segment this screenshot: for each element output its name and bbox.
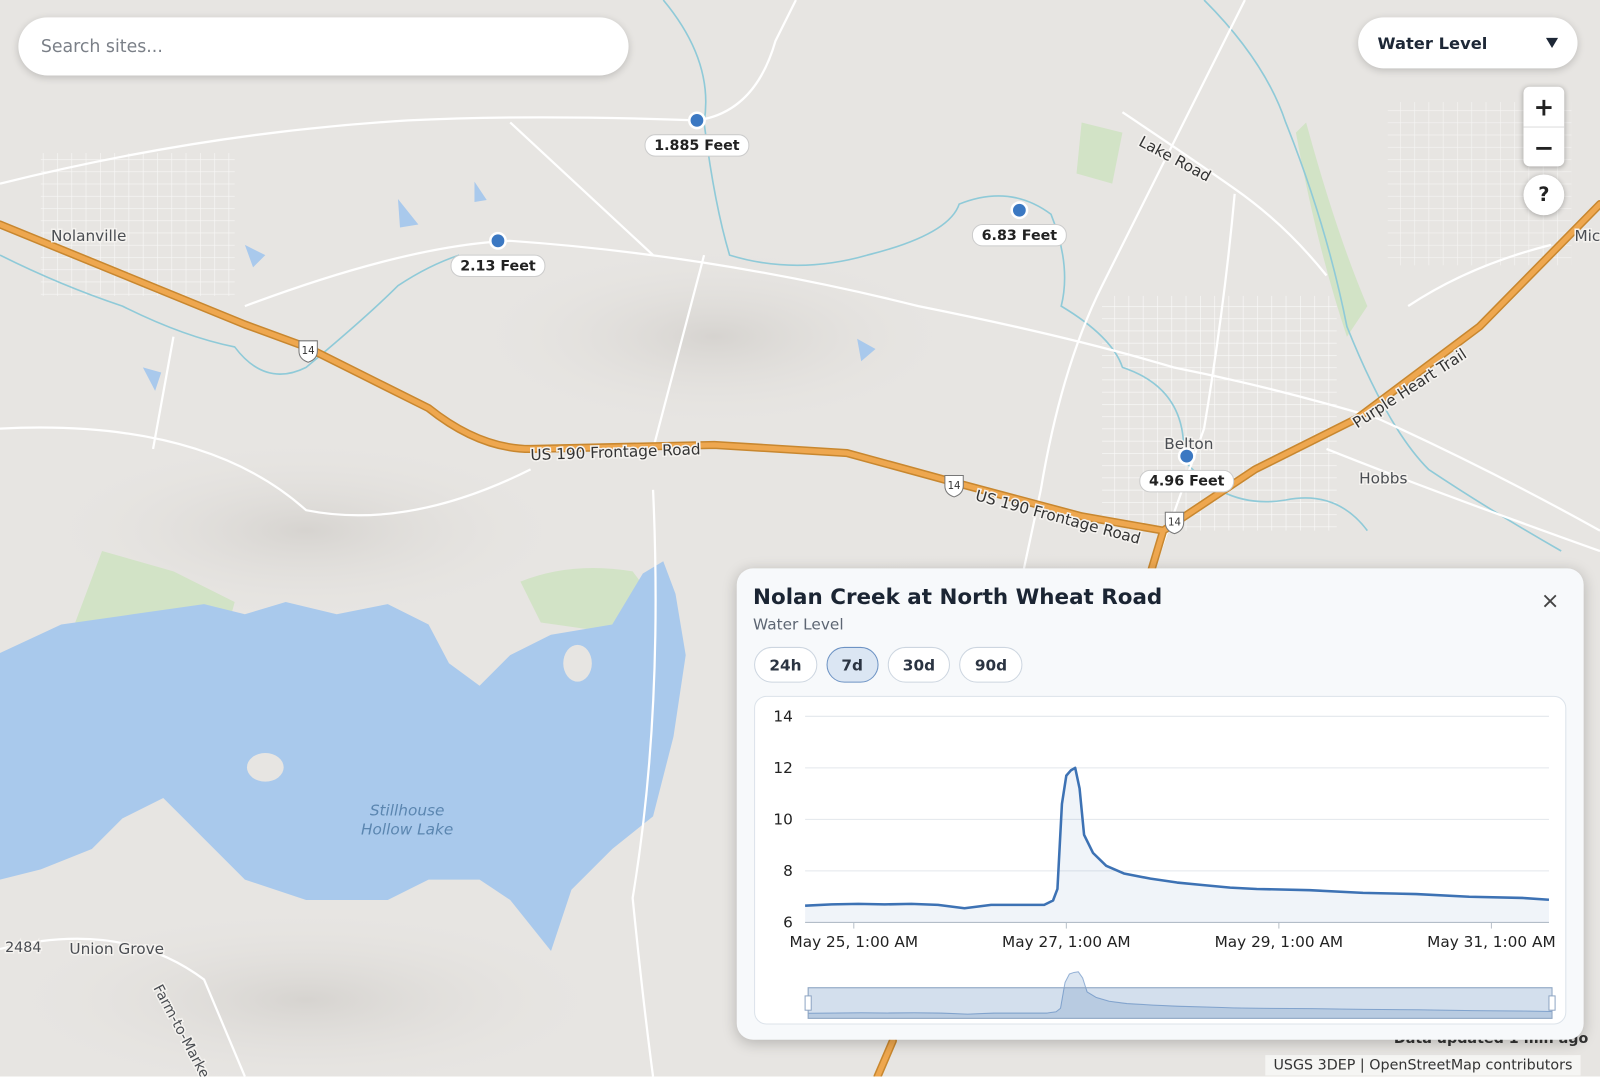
chart: 6 8 10 12 14 May 25, 1:00 AM May 27, 1:00 AM Ma…	[773, 707, 1556, 1019]
site-label: 1.885 Feet	[654, 138, 740, 154]
series-area	[805, 767, 1549, 923]
site-dot	[688, 111, 706, 130]
place-label: Belton	[1164, 435, 1213, 453]
site-label-bg	[971, 223, 1067, 247]
search-box[interactable]: Search sites...	[18, 17, 629, 76]
chart-container: 6 8 10 12 14 May 25, 1:00 AM May 27, 1:00 AM Ma…	[754, 695, 1567, 1025]
help-button[interactable]: ?	[1523, 174, 1565, 216]
layer-label: Water Level	[1377, 33, 1488, 53]
lake-label: Stillhouse	[370, 801, 445, 819]
y-tick-label: 6	[783, 914, 793, 932]
zoom-in[interactable]: +	[1533, 92, 1555, 121]
site-label-bg	[450, 254, 546, 278]
site-label-bg	[1139, 469, 1235, 493]
layer-select[interactable]: Water Level	[1358, 17, 1578, 69]
range-buttons: 24h 7d 30d 90d	[754, 646, 1023, 683]
navigator-area	[808, 971, 1553, 1019]
site-dot	[1010, 201, 1029, 220]
site-dot	[489, 231, 507, 250]
shield: 14	[944, 474, 964, 498]
y-tick-label: 8	[783, 862, 793, 880]
zoom-out[interactable]: −	[1523, 126, 1565, 168]
place-label: Union Grove	[69, 940, 164, 958]
shield: 14	[298, 340, 318, 363]
y-tick-label: 14	[773, 707, 792, 725]
x-tick-label: May 31, 1:00 AM	[1427, 933, 1556, 951]
dropdown-arrow	[1545, 37, 1559, 48]
lake-label: Hollow Lake	[361, 821, 453, 839]
navigator-window	[807, 987, 1553, 1019]
site-label: 4.96 Feet	[1149, 474, 1225, 490]
site-marker[interactable]: 6.83 Feet	[971, 201, 1067, 247]
close-button[interactable]: ×	[1540, 588, 1560, 615]
site-label: 2.13 Feet	[460, 258, 536, 274]
place-label: Mic	[1574, 227, 1600, 245]
range-button[interactable]: 7d	[826, 646, 879, 683]
attribution[interactable]: USGS 3DEP | OpenStreetMap contributors	[1265, 1055, 1581, 1076]
x-tick-label: May 29, 1:00 AM	[1215, 933, 1344, 951]
series-line	[805, 766, 1550, 910]
shield-label: 14	[948, 481, 961, 492]
range-button[interactable]: 90d	[959, 646, 1023, 683]
site-label: 6.83 Feet	[982, 228, 1058, 244]
site-marker[interactable]: 4.96 Feet	[1139, 447, 1235, 493]
navigator-handle[interactable]	[804, 995, 812, 1011]
place-label: Hobbs	[1359, 470, 1407, 488]
shield-label: 14	[1168, 518, 1181, 529]
y-tick-label: 12	[773, 759, 792, 777]
range-button[interactable]: 30d	[887, 646, 951, 683]
site-marker[interactable]: 2.13 Feet	[450, 231, 546, 278]
range-button[interactable]: 24h	[754, 646, 817, 683]
site-marker[interactable]: 1.885 Feet	[644, 111, 750, 157]
site-dot	[1177, 447, 1196, 466]
zoom-control: + −	[1523, 86, 1565, 168]
shield-label: 14	[302, 346, 315, 357]
search-placeholder: Search sites...	[40, 36, 163, 57]
x-tick-label: May 25, 1:00 AM	[790, 933, 919, 951]
site-panel: Nolan Creek at North Wheat Road Water Le…	[736, 568, 1584, 1040]
navigator-handle[interactable]	[1548, 995, 1556, 1011]
panel-subtitle: Water Level	[753, 615, 844, 634]
panel-title: Nolan Creek at North Wheat Road	[753, 584, 1163, 610]
navigator-line	[808, 971, 1553, 1015]
x-tick-label: May 27, 1:00 AM	[1002, 933, 1131, 951]
y-tick-label: 10	[773, 810, 792, 828]
shield: 14	[1164, 511, 1185, 535]
site-label-bg	[644, 134, 750, 157]
road-label: 2484	[5, 940, 41, 956]
place-label: Nolanville	[51, 227, 126, 245]
